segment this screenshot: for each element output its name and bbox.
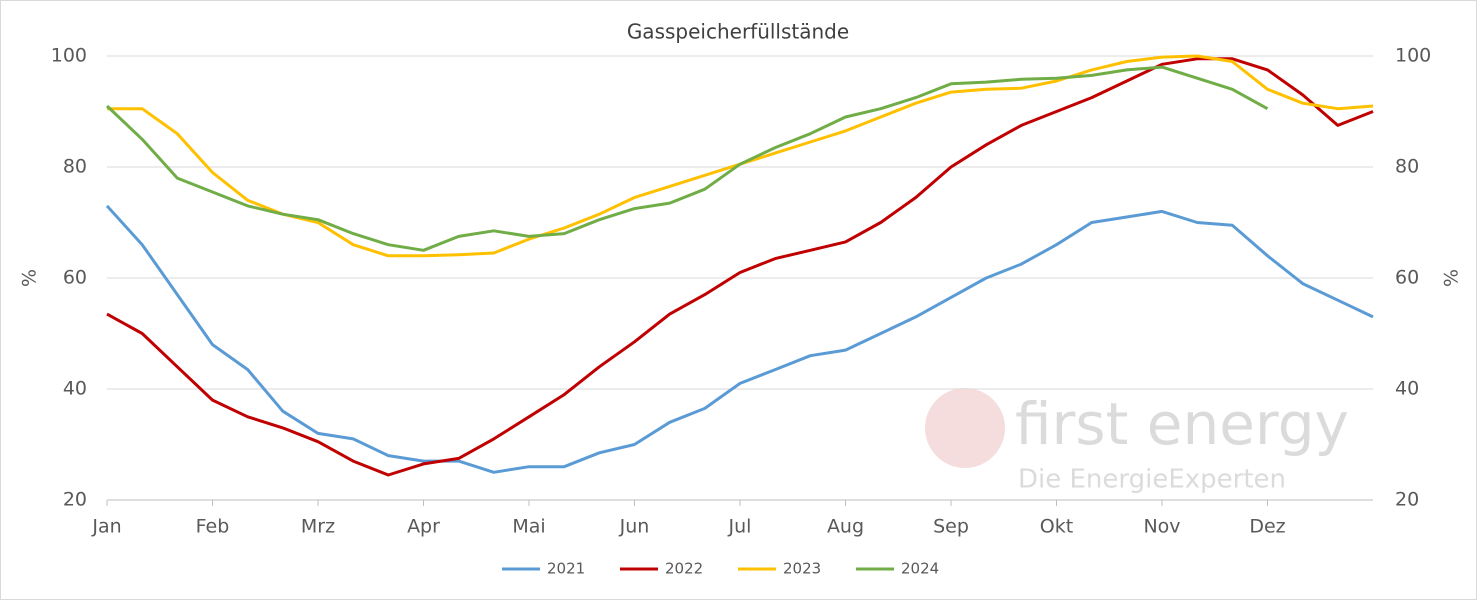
x-tick-label: Mrz	[301, 516, 335, 538]
watermark: first energy Die EnergieExperten	[925, 388, 1349, 495]
y-tick-label: 100	[51, 45, 87, 67]
y-tick-label: 20	[63, 489, 87, 511]
y2-axis-label: %	[1441, 269, 1463, 287]
x-tick-label: Okt	[1040, 516, 1073, 538]
x-tick-label: Aug	[827, 516, 864, 538]
series-line	[105, 204, 1374, 474]
y-tick-label: 60	[63, 267, 87, 289]
y2-tick-label: 20	[1395, 489, 1419, 511]
x-tick-label: Feb	[196, 516, 230, 538]
x-tick-label: Jun	[619, 516, 650, 538]
legend-label: 2022	[665, 560, 703, 578]
x-tick-label: Sep	[933, 516, 969, 538]
legend-label: 2023	[783, 560, 821, 578]
chart-title: Gasspeicherfüllstände	[627, 20, 849, 44]
series-line	[106, 57, 1374, 477]
y-tick-label: 80	[63, 156, 87, 178]
y2-tick-label: 80	[1395, 156, 1419, 178]
x-tick-label: Jul	[728, 516, 752, 538]
y-axis-label: %	[19, 269, 41, 287]
x-tick-label: Jan	[91, 516, 121, 538]
legend-label: 2024	[901, 560, 939, 578]
series-line	[105, 65, 1269, 252]
x-tick-label: Dez	[1249, 516, 1285, 538]
watermark-tagline: Die EnergieExperten	[1018, 465, 1286, 495]
legend-label: 2021	[547, 560, 585, 578]
y-tick-label: 40	[63, 378, 87, 400]
x-tick-label: Mai	[512, 516, 545, 538]
x-tick-label: Apr	[407, 516, 440, 538]
y2-tick-label: 100	[1395, 45, 1431, 67]
y2-tick-label: 40	[1395, 378, 1419, 400]
x-tick-label: Nov	[1143, 516, 1180, 538]
y2-tick-label: 60	[1395, 267, 1419, 289]
watermark-logo	[925, 388, 1005, 468]
watermark-brand: first energy	[1015, 390, 1349, 458]
